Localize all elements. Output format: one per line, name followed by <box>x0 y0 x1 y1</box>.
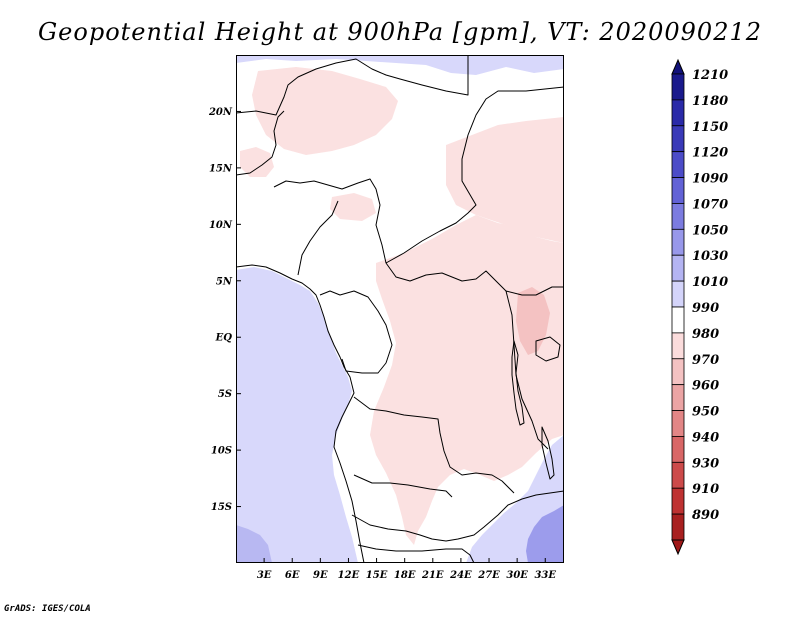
southeast-high-core <box>526 505 564 563</box>
sahara-low-field <box>252 67 398 155</box>
east-low-field <box>446 117 564 243</box>
lon-tick-label: 21E <box>421 570 444 581</box>
rift-low-core <box>516 287 550 355</box>
colorbar-segment <box>671 177 685 204</box>
colorbar-label: 1030 <box>692 249 728 264</box>
colorbar-label: 930 <box>692 456 719 471</box>
colorbar-segment <box>671 203 685 230</box>
lake-victoria-outline <box>535 336 561 362</box>
lon-tick-label: 9E <box>313 570 328 581</box>
lon-tick-label: 6E <box>285 570 300 581</box>
border-lines-north <box>236 55 564 563</box>
colorbar-segment <box>671 99 685 127</box>
colorbar-label: 1210 <box>692 68 728 83</box>
colorbar-label: 1120 <box>692 146 728 161</box>
colorbar-segment <box>671 125 685 153</box>
central-low-patch <box>330 193 376 221</box>
lon-tick-label: 33E <box>534 570 556 581</box>
colorbar-segment <box>671 306 685 334</box>
colorbar-label: 1180 <box>692 94 728 109</box>
colorbar-label: 940 <box>692 430 719 445</box>
west-low-patch <box>240 147 274 177</box>
colorbar-label: 1150 <box>692 120 728 135</box>
lon-tick-label: 18E <box>394 570 416 581</box>
lat-tick-label: 20N <box>208 107 233 118</box>
lon-tick-label: 15E <box>366 570 388 581</box>
lat-tick-label: EQ <box>215 333 233 344</box>
colorbar-label: 990 <box>692 301 719 316</box>
southwest-high-core <box>236 525 272 563</box>
map-panel <box>236 55 564 563</box>
colorbar-segment <box>671 358 685 386</box>
chart-title: Geopotential Height at 900hPa [gpm], VT:… <box>38 18 762 46</box>
colorbar-label: 1050 <box>692 223 728 238</box>
lat-tick-label: 15S <box>211 502 232 513</box>
lon-tick-label: 3E <box>257 570 272 581</box>
colorbar-segment <box>671 436 685 463</box>
coastline-gulf-of-guinea <box>236 264 365 563</box>
colorbar-label: 980 <box>692 327 719 342</box>
lon-tick-label: 24E <box>449 570 472 581</box>
colorbar-segment <box>671 332 685 360</box>
lat-tick-label: 15N <box>209 163 233 174</box>
colorbar-segment <box>671 513 685 541</box>
lat-tick-label: 5N <box>216 276 233 287</box>
colorbar-segment <box>671 151 685 178</box>
atlantic-high-field <box>236 267 358 563</box>
map-svg <box>236 55 564 563</box>
colorbar-label: 1070 <box>692 197 728 212</box>
colorbar-segment <box>671 384 685 411</box>
colorbar-segment <box>671 410 685 437</box>
colorbar-label: 910 <box>692 482 719 497</box>
northern-high-field <box>236 55 564 75</box>
lake-tanganyika-outline <box>511 340 525 426</box>
colorbar-label: 950 <box>692 405 719 420</box>
colorbar-segment <box>671 461 685 489</box>
colorbar-segment <box>671 73 685 101</box>
lon-tick-label: 12E <box>338 570 360 581</box>
lat-tick-label: 10N <box>209 220 233 231</box>
colorbar-segment <box>671 280 685 308</box>
colorbar-label: 1010 <box>692 275 728 290</box>
lon-tick-label: 27E <box>477 570 500 581</box>
congo-low-field <box>370 215 564 545</box>
colorbar-min-arrow <box>671 539 685 556</box>
grads-credit: GrADS: IGES/COLA <box>4 604 91 614</box>
lake-malawi-outline <box>541 426 555 480</box>
colorbar-segment <box>671 228 685 256</box>
colorbar-label: 960 <box>692 379 719 394</box>
lat-tick-label: 5S <box>218 389 232 400</box>
colorbar-max-arrow <box>671 58 685 75</box>
colorbar-segment <box>671 254 685 282</box>
colorbar-label: 890 <box>692 508 719 523</box>
colorbar-label: 970 <box>692 353 719 368</box>
lon-tick-label: 30E <box>506 570 528 581</box>
map-frame <box>236 55 564 563</box>
colorbar-label: 1090 <box>692 172 728 187</box>
colorbar-segment <box>671 487 685 515</box>
country-borders <box>236 55 564 563</box>
lat-tick-label: 10S <box>211 446 232 457</box>
